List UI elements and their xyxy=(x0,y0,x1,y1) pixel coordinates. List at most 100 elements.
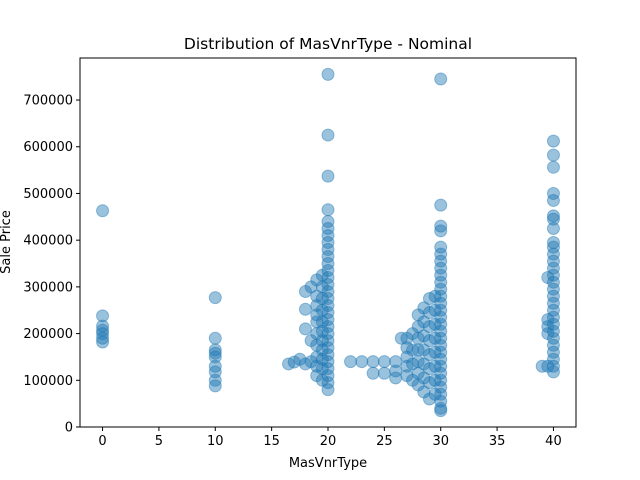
data-point xyxy=(546,261,560,275)
x-tick-label: 0 xyxy=(98,434,106,449)
data-point xyxy=(546,282,560,296)
data-point xyxy=(321,334,335,348)
x-tick-label: 20 xyxy=(320,434,337,449)
data-point xyxy=(546,345,560,359)
data-point xyxy=(321,169,335,183)
y-tick-label: 400000 xyxy=(23,234,73,249)
data-point xyxy=(546,254,560,268)
data-point xyxy=(321,383,335,397)
data-point xyxy=(434,401,448,415)
data-point xyxy=(546,236,560,249)
data-point xyxy=(321,292,335,306)
data-point xyxy=(546,310,560,324)
data-point xyxy=(546,221,560,235)
y-tick-label: 500000 xyxy=(23,187,73,202)
data-point xyxy=(310,308,324,322)
data-point xyxy=(434,331,448,345)
data-point xyxy=(546,212,560,226)
x-tick-label: 15 xyxy=(263,434,280,449)
data-point xyxy=(282,357,296,371)
y-tick-label: 600000 xyxy=(23,140,73,155)
data-point xyxy=(96,331,110,345)
data-point xyxy=(96,319,110,333)
data-point xyxy=(394,331,408,345)
data-point xyxy=(400,331,414,345)
data-point xyxy=(321,341,335,355)
data-point xyxy=(422,362,436,376)
data-point xyxy=(434,345,448,359)
data-point xyxy=(546,289,560,303)
data-point xyxy=(208,379,222,393)
y-tick-label: 300000 xyxy=(23,280,73,295)
data-point xyxy=(321,355,335,369)
data-point xyxy=(298,357,312,371)
data-point xyxy=(321,278,335,292)
data-point xyxy=(321,369,335,383)
x-tick-label: 5 xyxy=(155,434,163,449)
data-point xyxy=(310,299,324,313)
data-point xyxy=(417,343,431,357)
data-point xyxy=(315,343,329,357)
data-point xyxy=(411,331,425,345)
data-point xyxy=(428,303,442,317)
data-point xyxy=(417,301,431,315)
data-point xyxy=(422,292,436,306)
data-point xyxy=(546,275,560,289)
data-point xyxy=(417,371,431,385)
data-point xyxy=(434,72,448,86)
data-point xyxy=(546,352,560,366)
data-point xyxy=(321,327,335,341)
data-point xyxy=(400,341,414,355)
data-point xyxy=(546,247,560,261)
data-point xyxy=(434,254,448,268)
y-tick-label: 100000 xyxy=(23,374,73,389)
data-point xyxy=(546,240,560,254)
data-point xyxy=(434,366,448,380)
data-point xyxy=(422,334,436,348)
data-point xyxy=(541,327,555,341)
data-point xyxy=(406,357,420,371)
data-point xyxy=(400,359,414,373)
data-point xyxy=(434,275,448,289)
data-point xyxy=(417,329,431,343)
data-point xyxy=(434,219,448,233)
data-point xyxy=(298,285,312,299)
data-point xyxy=(546,160,560,174)
x-tick-label: 40 xyxy=(545,434,562,449)
data-point xyxy=(541,320,555,334)
data-point xyxy=(208,359,222,373)
y-tick-label: 200000 xyxy=(23,327,73,342)
y-axis: 0 100000 200000 300000 400000 500000 600000 700… xyxy=(23,94,80,436)
data-point xyxy=(428,331,442,345)
data-point xyxy=(434,404,448,418)
data-point xyxy=(434,247,448,261)
data-point xyxy=(96,335,110,349)
data-point xyxy=(310,369,324,383)
data-point xyxy=(321,214,335,228)
data-point xyxy=(434,289,448,303)
data-point xyxy=(321,348,335,362)
data-point xyxy=(304,334,318,348)
data-point xyxy=(366,355,380,369)
data-point xyxy=(422,348,436,362)
data-point xyxy=(417,315,431,329)
data-point xyxy=(546,296,560,310)
data-point xyxy=(546,303,560,317)
data-point xyxy=(434,198,448,212)
data-point xyxy=(434,261,448,275)
data-point xyxy=(422,392,436,406)
data-point xyxy=(411,308,425,322)
data-point xyxy=(434,380,448,394)
data-point xyxy=(434,373,448,387)
data-point xyxy=(321,271,335,285)
data-point xyxy=(321,306,335,320)
data-point xyxy=(422,306,436,320)
data-point xyxy=(541,271,555,285)
data-point xyxy=(389,355,403,369)
data-point xyxy=(546,209,560,223)
data-point xyxy=(411,355,425,369)
data-point xyxy=(366,366,380,380)
data-point xyxy=(96,204,110,218)
